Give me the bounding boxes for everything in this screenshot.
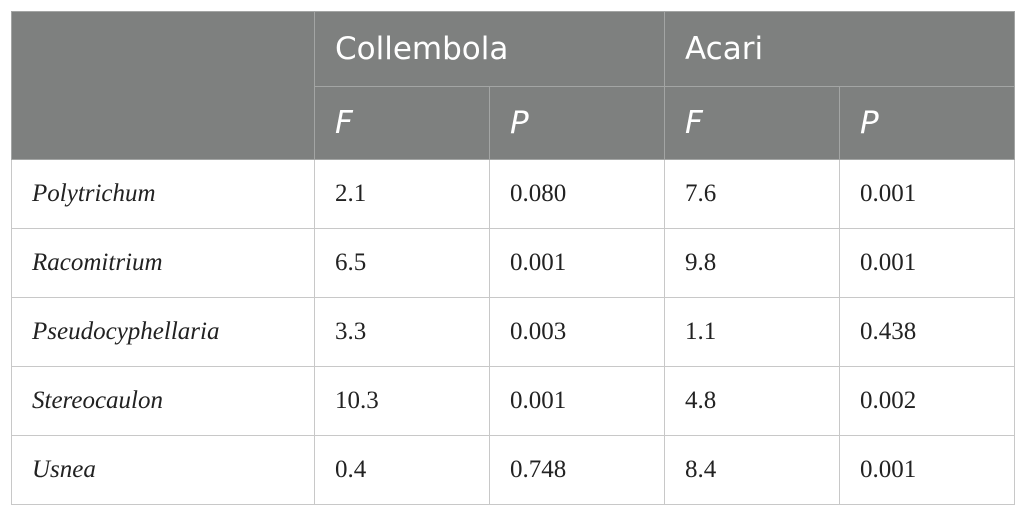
taxon-cell: Racomitrium — [11, 228, 315, 298]
collembola-p-cell: 0.003 — [489, 297, 665, 367]
acari-p-cell: 0.001 — [839, 228, 1015, 298]
collembola-f-cell: 3.3 — [314, 297, 490, 367]
collembola-f-cell: 10.3 — [314, 366, 490, 436]
collembola-f-cell: 2.1 — [314, 159, 490, 229]
acari-f-cell: 7.6 — [664, 159, 840, 229]
table-header: Collembola Acari F P F P — [11, 11, 1015, 160]
table-row: Racomitrium 6.5 0.001 9.8 0.001 — [11, 228, 1015, 298]
collembola-p-cell: 0.748 — [489, 435, 665, 505]
taxon-cell: Pseudocyphellaria — [11, 297, 315, 367]
table-row: Stereocaulon 10.3 0.001 4.8 0.002 — [11, 366, 1015, 436]
header-row-groups: Collembola Acari — [11, 11, 1015, 160]
acari-f-cell: 9.8 — [664, 228, 840, 298]
table-row: Polytrichum 2.1 0.080 7.6 0.001 — [11, 159, 1015, 229]
table-body: Polytrichum 2.1 0.080 7.6 0.001 Racomitr… — [11, 159, 1015, 505]
table-row: Usnea 0.4 0.748 8.4 0.001 — [11, 435, 1015, 505]
acari-p-cell: 0.438 — [839, 297, 1015, 367]
acari-f-cell: 8.4 — [664, 435, 840, 505]
header-collembola-p: P — [489, 86, 665, 160]
header-group-acari: Acari — [664, 11, 1015, 87]
statistics-table: Collembola Acari F P F P Polytrichum 2.1… — [11, 11, 1015, 505]
header-group-collembola: Collembola — [314, 11, 665, 87]
table-row: Pseudocyphellaria 3.3 0.003 1.1 0.438 — [11, 297, 1015, 367]
acari-f-cell: 4.8 — [664, 366, 840, 436]
collembola-p-cell: 0.001 — [489, 228, 665, 298]
acari-f-cell: 1.1 — [664, 297, 840, 367]
acari-p-cell: 0.002 — [839, 366, 1015, 436]
taxon-cell: Usnea — [11, 435, 315, 505]
header-corner-cell — [11, 11, 315, 160]
header-row-statistics: F P F P — [12, 86, 1015, 160]
collembola-p-cell: 0.080 — [489, 159, 665, 229]
header-collembola-f: F — [314, 86, 490, 160]
collembola-p-cell: 0.001 — [489, 366, 665, 436]
collembola-f-cell: 6.5 — [314, 228, 490, 298]
taxon-cell: Polytrichum — [11, 159, 315, 229]
taxon-cell: Stereocaulon — [11, 366, 315, 436]
header-acari-f: F — [664, 86, 840, 160]
collembola-f-cell: 0.4 — [314, 435, 490, 505]
acari-p-cell: 0.001 — [839, 435, 1015, 505]
acari-p-cell: 0.001 — [839, 159, 1015, 229]
header-acari-p: P — [839, 86, 1015, 160]
